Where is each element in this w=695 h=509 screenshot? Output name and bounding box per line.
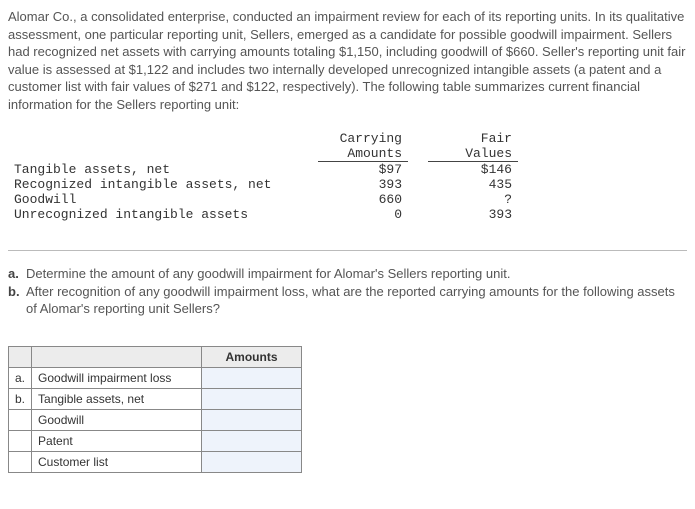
table-row: Unrecognized intangible assets 0 393 — [8, 207, 518, 222]
col-header-carrying-2: Amounts — [318, 146, 408, 162]
answer-amount-input[interactable] — [202, 430, 302, 451]
row-label: Tangible assets, net — [8, 162, 318, 178]
answer-amount-input[interactable] — [202, 388, 302, 409]
col-header-fair-2: Values — [428, 146, 518, 162]
questions-block: a. Determine the amount of any goodwill … — [8, 265, 687, 318]
answer-row: b. Tangible assets, net — [9, 388, 302, 409]
answer-row: a. Goodwill impairment loss — [9, 367, 302, 388]
answer-table: Amounts a. Goodwill impairment loss b. T… — [8, 346, 302, 473]
row-label: Recognized intangible assets, net — [8, 177, 318, 192]
cell-fair: ? — [428, 192, 518, 207]
answer-idx: b. — [9, 388, 32, 409]
cell-fair: $146 — [428, 162, 518, 178]
answer-label: Customer list — [32, 451, 202, 472]
answer-label: Goodwill impairment loss — [32, 367, 202, 388]
answer-amount-input[interactable] — [202, 367, 302, 388]
answer-amount-input[interactable] — [202, 409, 302, 430]
answer-row: Goodwill — [9, 409, 302, 430]
divider — [8, 250, 687, 251]
cell-carrying: 393 — [318, 177, 408, 192]
answer-idx: a. — [9, 367, 32, 388]
cell-carrying: 0 — [318, 207, 408, 222]
row-label: Unrecognized intangible assets — [8, 207, 318, 222]
answer-header-blank-1 — [9, 346, 32, 367]
answer-row: Patent — [9, 430, 302, 451]
financial-table: Carrying Fair Amounts Values Tangible as… — [8, 131, 518, 222]
question-text-a: Determine the amount of any goodwill imp… — [26, 265, 687, 283]
question-text-b: After recognition of any goodwill impair… — [26, 283, 687, 318]
cell-carrying: $97 — [318, 162, 408, 178]
cell-carrying: 660 — [318, 192, 408, 207]
cell-fair: 435 — [428, 177, 518, 192]
answer-label: Goodwill — [32, 409, 202, 430]
col-header-fair-1: Fair — [428, 131, 518, 146]
col-header-carrying-1: Carrying — [318, 131, 408, 146]
row-label: Goodwill — [8, 192, 318, 207]
question-bullet-b: b. — [8, 283, 26, 318]
table-row: Goodwill 660 ? — [8, 192, 518, 207]
answer-label: Patent — [32, 430, 202, 451]
table-row: Tangible assets, net $97 $146 — [8, 162, 518, 178]
answer-amount-input[interactable] — [202, 451, 302, 472]
answer-idx — [9, 409, 32, 430]
cell-fair: 393 — [428, 207, 518, 222]
answer-label: Tangible assets, net — [32, 388, 202, 409]
answer-header-blank-2 — [32, 346, 202, 367]
table-row: Recognized intangible assets, net 393 43… — [8, 177, 518, 192]
answer-idx — [9, 430, 32, 451]
answer-header-amounts: Amounts — [202, 346, 302, 367]
question-bullet-a: a. — [8, 265, 26, 283]
answer-idx — [9, 451, 32, 472]
intro-paragraph: Alomar Co., a consolidated enterprise, c… — [8, 8, 687, 113]
answer-row: Customer list — [9, 451, 302, 472]
